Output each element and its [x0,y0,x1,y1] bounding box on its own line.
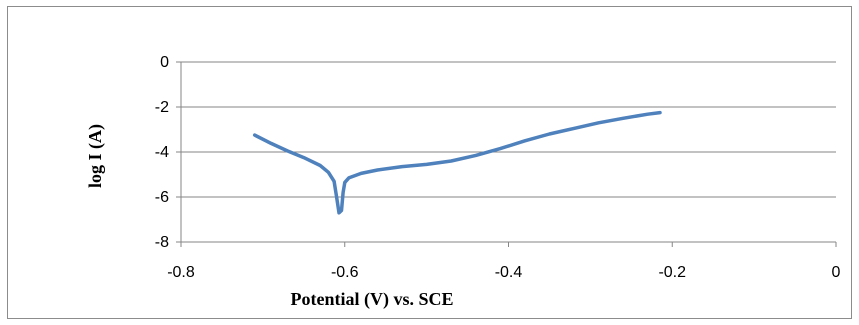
x-tick-label: -0.6 [331,264,359,281]
y-tick-label: -4 [155,144,169,161]
y-axis-title: log I (A) [85,124,106,188]
x-tick-label: -0.8 [167,264,195,281]
y-tick-label: -8 [155,234,169,251]
y-tick-label: -2 [155,99,169,116]
x-axis-ticks: -0.8 -0.6 -0.4 -0.2 0 [167,264,840,281]
x-tick-label: -0.2 [658,264,686,281]
gridlines [176,61,837,247]
y-axis-ticks: 0 -2 -4 -6 -8 [155,54,169,251]
series-group [252,110,662,215]
y-tick-label: 0 [160,54,169,71]
y-tick-label: -6 [155,189,169,206]
series-line [252,110,662,215]
x-tick-label: -0.4 [495,264,523,281]
x-axis-title: Potential (V) vs. SCE [291,289,454,310]
x-tick-label: 0 [832,264,841,281]
